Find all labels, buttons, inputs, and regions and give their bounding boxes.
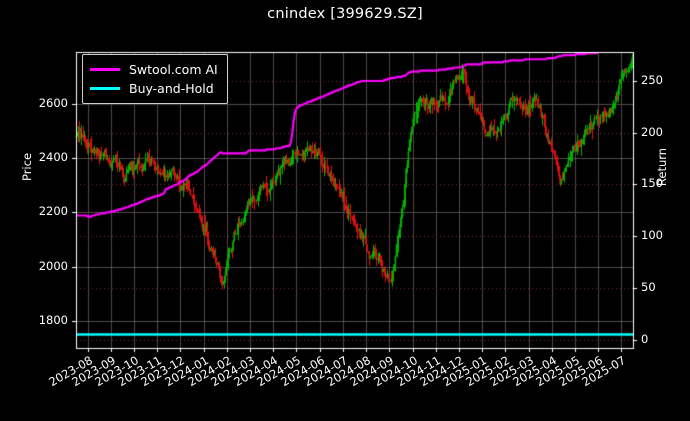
y-axis-label-left: Price xyxy=(20,152,34,182)
y-axis-label-right: Return xyxy=(655,147,669,187)
legend-color-swatch-swtool-ai xyxy=(90,68,120,71)
y-tick-left-2600: 2600 xyxy=(38,95,68,110)
y-tick-left-2000: 2000 xyxy=(38,258,68,273)
y-tick-left-2400: 2400 xyxy=(38,149,68,164)
y-tick-right-200: 200 xyxy=(641,124,663,139)
y-tick-left-2200: 2200 xyxy=(38,204,68,219)
y-tick-left-1800: 1800 xyxy=(38,312,68,327)
y-tick-right-0: 0 xyxy=(641,331,649,346)
y-tick-right-150: 150 xyxy=(641,176,663,191)
legend-label-buy-and-hold: Buy-and-Hold xyxy=(129,81,214,96)
chart-legend: Swtool.com AI Buy-and-Hold xyxy=(82,54,228,104)
y-tick-right-250: 250 xyxy=(641,72,663,87)
chart-title: cnindex [399629.SZ] xyxy=(267,6,423,22)
legend-item-buy-and-hold[interactable]: Buy-and-Hold xyxy=(90,79,218,98)
y-tick-right-50: 50 xyxy=(641,279,656,294)
legend-item-swtool-ai[interactable]: Swtool.com AI xyxy=(90,60,218,79)
y-tick-right-100: 100 xyxy=(641,228,663,243)
legend-color-swatch-buy-and-hold xyxy=(90,87,120,90)
legend-label-swtool-ai: Swtool.com AI xyxy=(129,62,218,77)
